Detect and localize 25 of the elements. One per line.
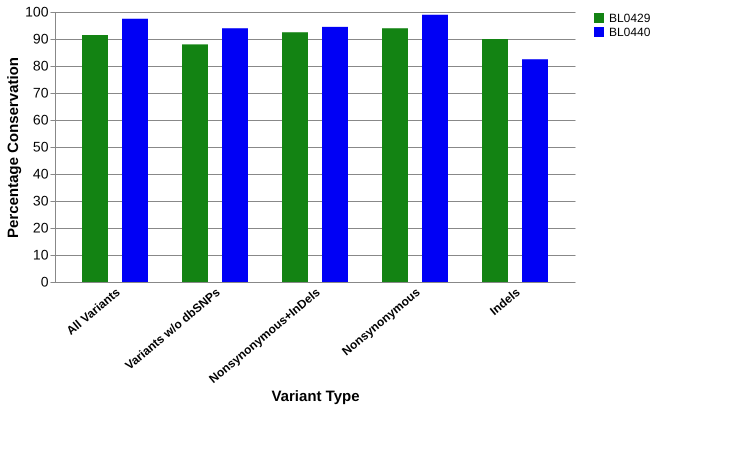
y-tick-label: 100 xyxy=(25,4,49,20)
bar xyxy=(182,44,208,282)
bar xyxy=(522,59,548,282)
bar xyxy=(322,26,348,282)
y-tick-label: 90 xyxy=(32,30,49,46)
y-tick-label: 40 xyxy=(32,166,49,182)
y-tick-label: 0 xyxy=(40,274,49,290)
y-axis-title: Percentage Conservation xyxy=(5,57,22,238)
y-tick-label: 30 xyxy=(32,192,49,208)
y-tick-label: 60 xyxy=(32,112,49,128)
y-tick-label: 50 xyxy=(32,138,49,154)
bar xyxy=(282,32,308,282)
bar xyxy=(222,28,248,282)
y-tick-label: 70 xyxy=(32,84,49,100)
legend-label: BL0429 xyxy=(609,11,651,25)
bar xyxy=(382,28,408,282)
bar xyxy=(482,39,508,282)
y-tick-label: 80 xyxy=(32,58,49,74)
bar xyxy=(82,34,108,282)
legend-label: BL0440 xyxy=(609,25,651,39)
bar xyxy=(422,14,448,282)
y-tick-label: 10 xyxy=(32,246,49,262)
bar xyxy=(122,18,148,282)
y-tick-label: 20 xyxy=(32,220,49,236)
x-axis-title: Variant Type xyxy=(271,388,360,406)
